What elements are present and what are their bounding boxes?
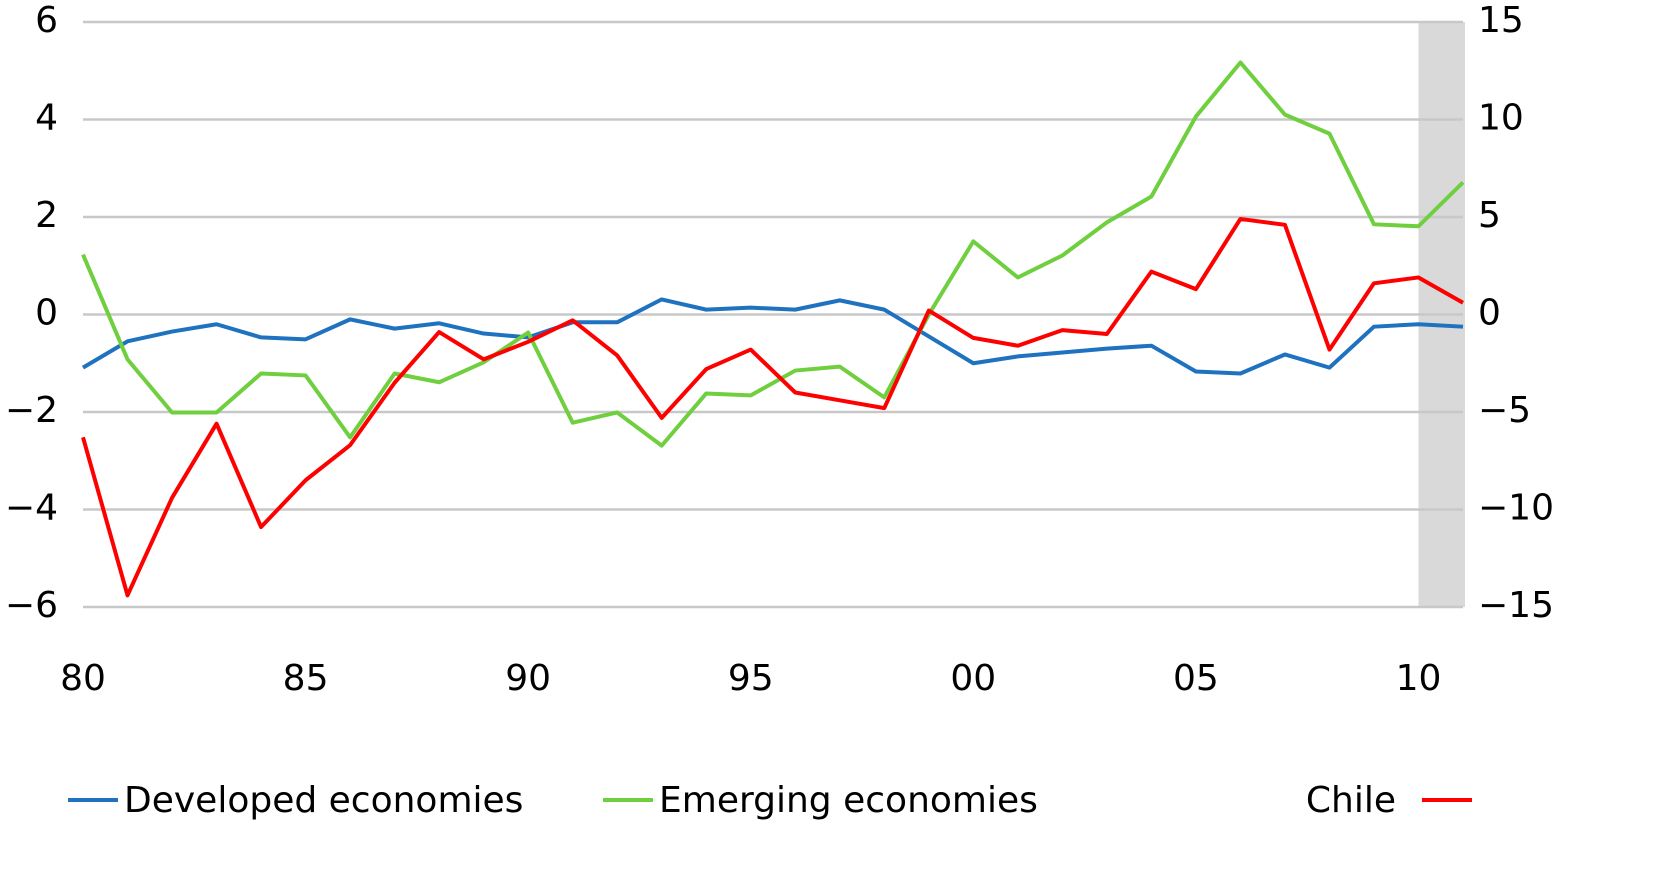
series-line xyxy=(81,60,1465,448)
y-tick-label: −4 xyxy=(5,488,58,529)
x-tick-label: 05 xyxy=(1173,658,1219,699)
y2-tick-label: 10 xyxy=(1478,98,1524,139)
legend-label: Chile xyxy=(1306,780,1396,821)
x-tick-label: 85 xyxy=(283,658,329,699)
legend-label: Developed economies xyxy=(124,780,523,821)
x-tick-label: 95 xyxy=(728,658,774,699)
y2-tick-label: 0 xyxy=(1478,293,1501,334)
legend-label: Emerging economies xyxy=(659,780,1038,821)
y2-tick-label: −5 xyxy=(1478,390,1531,431)
x-tick-label: 80 xyxy=(60,658,106,699)
y-tick-label: −2 xyxy=(5,390,58,431)
x-tick-label: 00 xyxy=(950,658,996,699)
x-tick-label: 10 xyxy=(1396,658,1442,699)
y2-tick-label: −15 xyxy=(1478,585,1554,626)
y-tick-label: 6 xyxy=(35,0,58,41)
y-tick-label: −6 xyxy=(5,585,58,626)
y2-tick-label: 5 xyxy=(1478,195,1501,236)
y-tick-label: 2 xyxy=(35,195,58,236)
y2-tick-label: 15 xyxy=(1478,0,1524,41)
series-line xyxy=(81,216,1464,598)
y-tick-label: 4 xyxy=(35,98,58,139)
series-line xyxy=(81,297,1464,376)
y-tick-label: 0 xyxy=(35,293,58,334)
x-tick-label: 90 xyxy=(505,658,551,699)
y2-tick-label: −10 xyxy=(1478,488,1554,529)
